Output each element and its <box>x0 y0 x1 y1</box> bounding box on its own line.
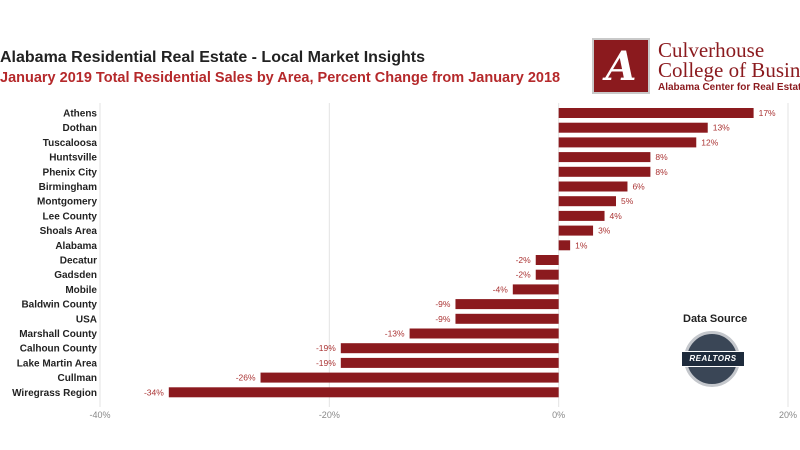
bar <box>340 357 559 368</box>
bar <box>558 122 708 133</box>
category-label: Huntsville <box>49 153 97 164</box>
value-label: 8% <box>655 167 668 177</box>
value-label: 12% <box>701 137 718 147</box>
logo-letter: A <box>605 43 637 90</box>
logo-name-line2: College of Business <box>658 58 800 82</box>
bar <box>558 196 616 207</box>
value-label: -2% <box>516 255 532 265</box>
logo-emblem: A <box>592 38 650 94</box>
bar <box>260 372 559 383</box>
value-label: -9% <box>435 299 451 309</box>
value-labels: 17% 13% 12% 8% 8% 6% 5% 4% 3% 1% -2% -2% -4% -9% -9% -1… <box>144 108 776 397</box>
realtors-badge-text: REALTORS <box>681 351 745 367</box>
bar <box>535 255 559 265</box>
bar <box>455 313 559 324</box>
chart-title: Alabama Residential Real Estate - Local … <box>0 49 426 66</box>
logo-name-line1: Culverhouse <box>658 38 765 62</box>
bar <box>558 225 594 236</box>
bar <box>535 269 559 280</box>
value-label: -13% <box>385 329 405 339</box>
category-label: Birmingham <box>39 182 97 193</box>
x-tick-label: 0% <box>552 410 565 420</box>
value-label: 17% <box>759 108 776 118</box>
category-label: Dothan <box>63 123 97 134</box>
bar <box>455 299 559 310</box>
value-label: -4% <box>493 284 509 294</box>
category-label: Shoals Area <box>40 226 98 237</box>
value-label: 5% <box>621 196 634 206</box>
data-source-label: Data Source <box>683 313 748 325</box>
realtors-badge-icon: REALTORS <box>681 331 745 387</box>
value-label: 6% <box>632 182 645 192</box>
value-label: 3% <box>598 226 611 236</box>
value-label: 4% <box>610 211 623 221</box>
category-label: Phenix City <box>43 167 98 178</box>
category-label: Lake Martin Area <box>17 358 98 369</box>
bar <box>168 387 559 398</box>
value-label: -19% <box>316 358 336 368</box>
x-tick-label: -40% <box>89 410 110 420</box>
bars <box>168 108 754 398</box>
bar <box>558 108 754 118</box>
category-label: Gadsden <box>54 270 97 281</box>
value-label: -2% <box>516 270 532 280</box>
bar <box>558 181 628 192</box>
category-label: Athens <box>63 109 97 120</box>
category-label: Tuscaloosa <box>43 138 98 149</box>
category-labels: Athens Dothan Tuscaloosa Huntsville Phenix C… <box>12 109 97 399</box>
bar <box>558 240 571 251</box>
bar <box>340 343 559 354</box>
category-label: Wiregrass Region <box>12 388 97 399</box>
category-label: USA <box>76 314 97 325</box>
category-label: Montgomery <box>37 197 97 208</box>
category-label: Decatur <box>60 256 97 267</box>
x-tick-label: 20% <box>779 410 797 420</box>
logo-name-line3: Alabama Center for Real Estate <box>658 82 800 93</box>
category-label: Marshall County <box>19 329 97 340</box>
bar <box>512 284 559 295</box>
x-tick-label: -20% <box>319 410 340 420</box>
bar <box>558 166 651 177</box>
value-label: -9% <box>435 314 451 324</box>
category-label: Lee County <box>43 211 98 222</box>
category-label: Alabama <box>55 241 97 252</box>
value-label: -19% <box>316 343 336 353</box>
value-label: 13% <box>713 123 730 133</box>
category-label: Cullman <box>58 373 97 384</box>
value-label: -34% <box>144 387 164 397</box>
bar <box>409 328 559 339</box>
category-label: Mobile <box>65 285 97 296</box>
value-label: -26% <box>236 373 256 383</box>
x-tick-labels: -40% -20% 0% 20% <box>89 410 797 420</box>
chart-subtitle: January 2019 Total Residential Sales by … <box>0 70 561 86</box>
bar <box>558 210 605 221</box>
category-label: Calhoun County <box>20 344 98 355</box>
bar <box>558 152 651 163</box>
bar <box>558 137 697 148</box>
value-label: 1% <box>575 240 588 250</box>
value-label: 8% <box>655 152 668 162</box>
culverhouse-logo: A Culverhouse College of Business Alabam… <box>592 38 800 98</box>
category-label: Baldwin County <box>21 300 97 311</box>
